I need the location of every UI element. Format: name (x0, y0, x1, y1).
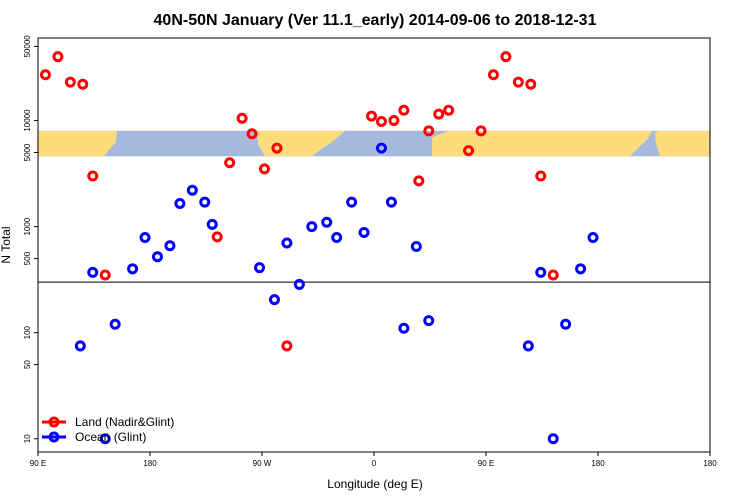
ocean-point (575, 263, 587, 275)
land-point (500, 51, 512, 63)
legend-ocean-label: Ocean (Glint) (75, 430, 146, 444)
land-point (547, 269, 559, 281)
land-point (535, 170, 547, 182)
ocean-point (281, 237, 293, 249)
land-point (246, 128, 258, 140)
land-point (77, 78, 89, 90)
y-tick-label: 1000 (23, 217, 32, 235)
ocean-point (547, 433, 559, 445)
land-point (39, 69, 51, 81)
legend-land-label: Land (Nadir&Glint) (75, 415, 174, 429)
land-point (64, 76, 76, 88)
ocean-point (199, 196, 211, 208)
ocean-point (410, 240, 422, 252)
y-tick-label: 10000 (23, 109, 32, 132)
land-point (463, 145, 475, 157)
y-axis-label: N Total (0, 226, 13, 263)
land-point (475, 125, 487, 137)
ocean-point (87, 266, 99, 278)
land-point (423, 125, 435, 137)
legend-land-marker (48, 416, 60, 428)
ocean-point (331, 231, 343, 243)
ocean-point (127, 263, 139, 275)
ocean-point (587, 231, 599, 243)
y-tick-label: 100 (23, 325, 32, 339)
ocean-point (423, 315, 435, 327)
y-tick-label: 50000 (23, 35, 32, 58)
land-point (271, 142, 283, 154)
land-point (375, 115, 387, 127)
land-mass (655, 130, 710, 157)
y-tick-label: 10 (23, 434, 32, 443)
ocean-point (535, 266, 547, 278)
x-tick-label: 180 (143, 459, 157, 468)
map-strip-land (38, 130, 710, 157)
ocean-point (306, 221, 318, 233)
ocean-point (560, 318, 572, 330)
x-tick-label: 0 (372, 459, 377, 468)
legend-ocean-marker (48, 431, 60, 443)
ocean-point (375, 142, 387, 154)
land-point (413, 175, 425, 187)
land-point (525, 78, 537, 90)
land-point (99, 269, 111, 281)
map-strip (38, 130, 710, 157)
ocean-point (74, 340, 86, 352)
land-mass (432, 130, 652, 157)
x-tick-label: 90 E (478, 459, 494, 468)
land-point (87, 170, 99, 182)
x-tick-label: 90 W (253, 459, 272, 468)
land-point (236, 112, 248, 124)
land-point (224, 157, 236, 169)
ocean-point (385, 196, 397, 208)
land-mass (38, 130, 117, 157)
x-axis: 90 E 180 90 W 0 90 E 180 180 (30, 452, 717, 468)
ocean-point (398, 322, 410, 334)
ocean-point (254, 262, 266, 274)
ocean-point (109, 318, 121, 330)
chart-title: 40N-50N January (Ver 11.1_early) 2014-09… (154, 12, 597, 29)
ocean-point (151, 251, 163, 263)
plot-frame (37, 37, 711, 453)
y-tick-label: 50 (23, 360, 32, 369)
y-tick-label: 5000 (23, 143, 32, 161)
x-tick-label: 180 (591, 459, 605, 468)
land-point (211, 231, 223, 243)
ocean-point (346, 196, 358, 208)
land-point (52, 51, 64, 63)
land-point (366, 110, 378, 122)
data-points (39, 51, 599, 445)
land-point (258, 163, 270, 175)
x-tick-label: 90 E (30, 459, 46, 468)
ocean-point (321, 216, 333, 228)
land-point (388, 115, 400, 127)
ocean-point (268, 294, 280, 306)
ocean-point (293, 278, 305, 290)
ocean-point (174, 198, 186, 210)
ocean-point (522, 340, 534, 352)
land-point (512, 76, 524, 88)
y-axis: 10 50 100 500 1000 5000 10000 50000 (23, 35, 38, 443)
land-point (487, 69, 499, 81)
y-tick-label: 500 (23, 251, 32, 265)
ocean-point (164, 240, 176, 252)
ocean-point (99, 433, 111, 445)
land-point (398, 104, 410, 116)
ocean-point (186, 184, 198, 196)
ocean-point (206, 218, 218, 230)
x-axis-label: Longitude (deg E) (327, 477, 422, 491)
ocean-point (139, 231, 151, 243)
legend: Land (Nadir&Glint) Ocean (Glint) (42, 415, 174, 444)
x-tick-label: 180 (703, 459, 717, 468)
ocean-point (358, 226, 370, 238)
land-point (443, 104, 455, 116)
land-point (433, 108, 445, 120)
land-point (281, 340, 293, 352)
